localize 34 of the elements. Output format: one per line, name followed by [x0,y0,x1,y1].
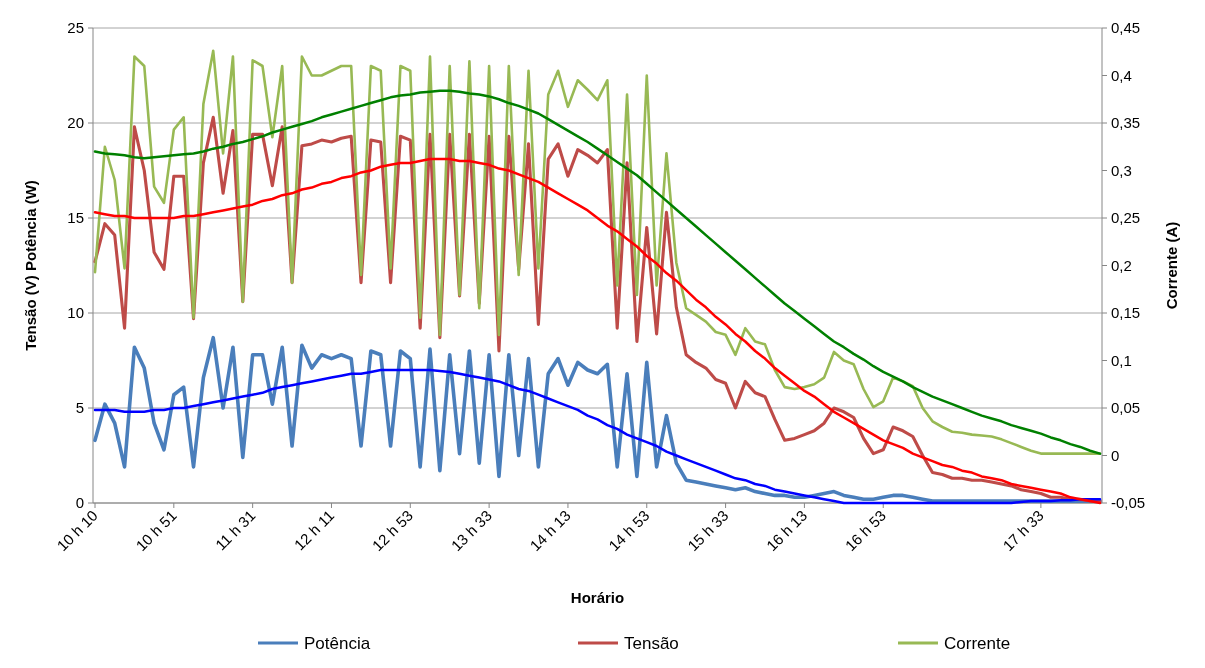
y2-tick-label: 0,1 [1111,351,1132,369]
y-tick-label: 15 [67,209,84,227]
legend-label: Potência [304,633,371,653]
y2-tick-label: 0,2 [1111,256,1132,274]
y2-axis-title: Corrente (A) [1163,221,1180,310]
y2-tick-label: 0,3 [1111,161,1132,179]
x-tick-label: 12 h 11 [290,506,338,554]
x-axis-title: Horário [570,589,625,606]
y2-tick-label: 0,4 [1111,66,1132,84]
legend-label: Corrente [944,633,1011,653]
y2-tick-label: 0,15 [1111,304,1141,322]
x-tick-label: 16 h 13 [762,506,811,555]
x-tick-label: 14 h 13 [526,506,574,555]
x-tick-label: 10 h 51 [132,506,180,555]
x-tick-label: 13 h 33 [447,506,495,555]
x-tick-label: 14 h 53 [605,506,653,555]
y-tick-label: 25 [67,19,84,37]
x-tick-label: 17 h 33 [999,506,1047,555]
x-tick-label: 11 h 31 [211,506,259,554]
y2-tick-label: 0,25 [1111,209,1141,227]
y-tick-label: 10 [67,304,84,322]
y-axis-title: Tensão (V) Potência (W) [22,180,39,351]
x-tick-label: 12 h 53 [368,506,417,555]
x-tick-label: 16 h 53 [841,506,890,555]
y-tick-label: 0 [75,494,84,512]
y2-tick-label: 0,05 [1111,399,1141,417]
x-tick-label: 15 h 33 [684,506,732,555]
y2-tick-label: 0,45 [1111,19,1141,37]
y-tick-label: 5 [75,399,84,417]
y2-tick-label: -0,05 [1111,494,1146,512]
y2-tick-label: 0 [1111,446,1120,464]
y-tick-label: 20 [67,114,84,132]
y2-tick-label: 0,35 [1111,114,1141,132]
legend-label: Tensão [624,633,679,653]
